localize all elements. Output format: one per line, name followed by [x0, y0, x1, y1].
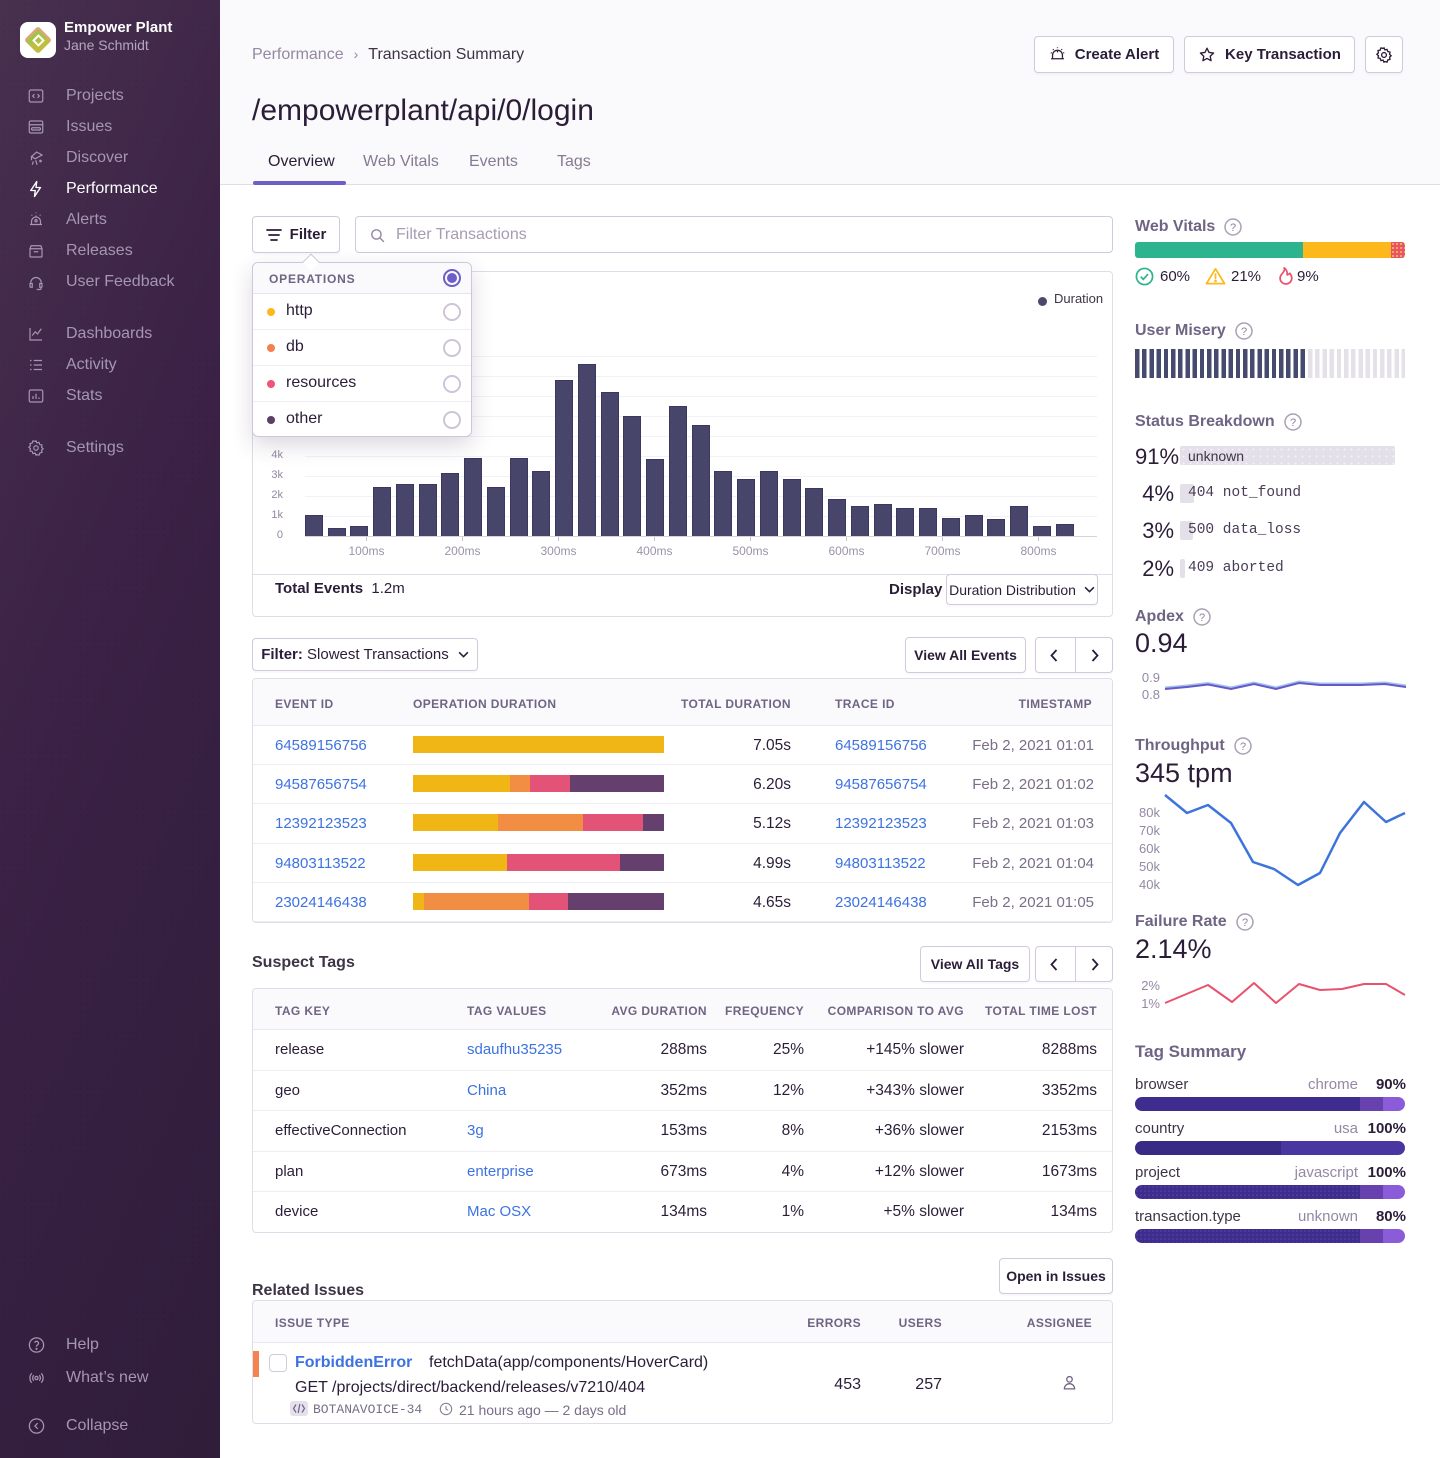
svg-text:?: ? [1240, 741, 1246, 753]
svg-text:?: ? [1242, 917, 1248, 929]
svg-text:?: ? [1230, 222, 1236, 234]
svg-text:?: ? [1290, 417, 1296, 429]
svg-text:?: ? [1199, 612, 1205, 624]
svg-text:?: ? [1241, 326, 1247, 338]
